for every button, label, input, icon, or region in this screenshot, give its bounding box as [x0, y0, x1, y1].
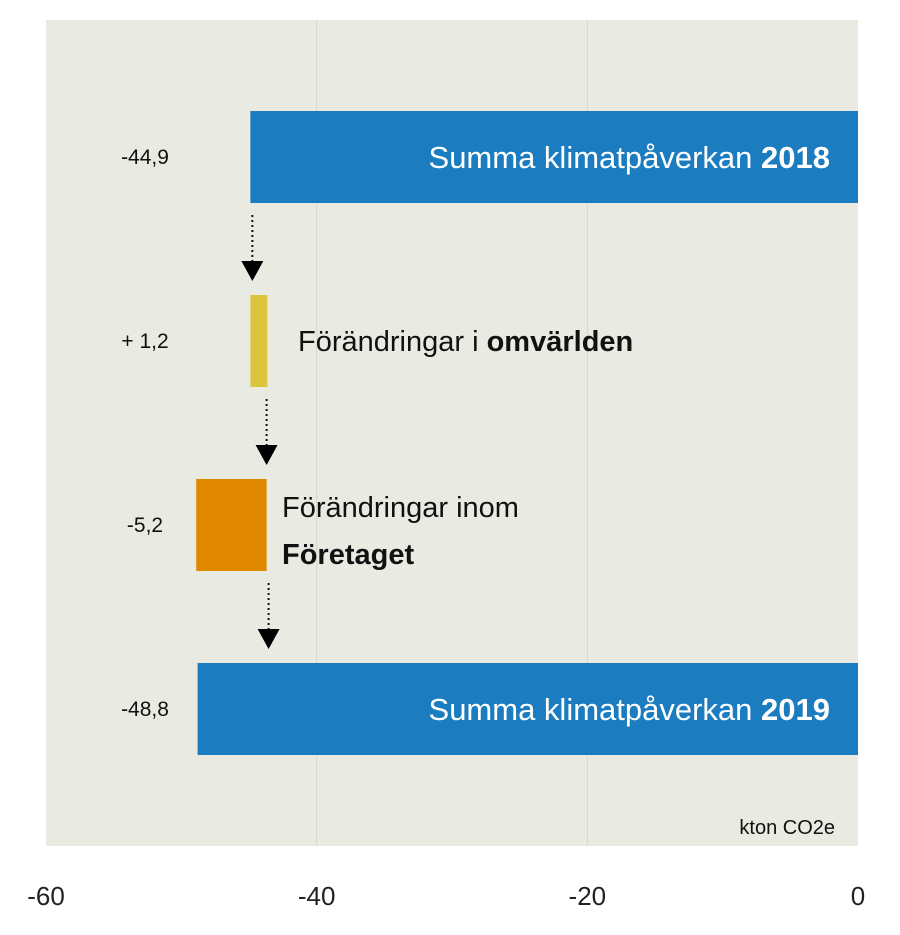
- arrow-head: [241, 261, 264, 281]
- x-tick-label: -60: [27, 881, 65, 911]
- bar-total-2018: [250, 111, 858, 203]
- bar-label-change-company-line2: Företaget: [282, 539, 414, 571]
- bar-label-total-2018: Summa klimatpåverkan 2018: [429, 140, 830, 175]
- bar-label-change-external: Förändringar i omvärlden: [298, 326, 633, 358]
- connector-arrow: [257, 583, 280, 649]
- value-label-total-2019: -48,8: [121, 698, 169, 721]
- bar-label-change-company-line1: Förändringar inom: [282, 492, 519, 524]
- value-label-total-2018: -44,9: [121, 146, 169, 169]
- x-tick-label: -40: [298, 881, 336, 911]
- connector-arrows: [241, 215, 280, 649]
- bar-change-company: [196, 479, 267, 571]
- bar-labels: Summa klimatpåverkan 2018 Förändringar i …: [282, 140, 830, 727]
- connector-arrow: [255, 399, 278, 465]
- unit-label: kton CO2e: [739, 817, 835, 839]
- x-axis-ticks: -60 -40 -20 0: [27, 881, 865, 911]
- bar-change-external: [250, 295, 268, 387]
- connector-arrow: [241, 215, 264, 281]
- x-tick-label: -20: [569, 881, 607, 911]
- bar-label-total-2019: Summa klimatpåverkan 2019: [429, 692, 830, 727]
- arrow-head: [255, 445, 278, 465]
- x-tick-label: 0: [851, 881, 865, 911]
- value-label-change-external: + 1,2: [121, 330, 168, 353]
- bars: [196, 111, 858, 755]
- value-label-change-company: -5,2: [127, 514, 163, 537]
- bar-total-2019: [197, 663, 858, 755]
- arrow-head: [257, 629, 280, 649]
- value-labels: -44,9 + 1,2 -5,2 -48,8: [121, 146, 169, 721]
